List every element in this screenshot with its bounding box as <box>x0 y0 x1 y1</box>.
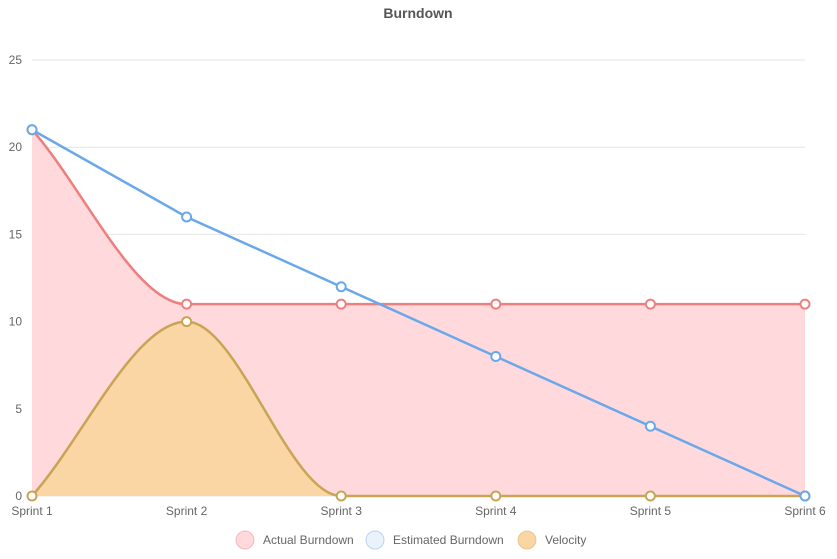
y-tick-label: 25 <box>9 53 23 67</box>
y-tick-label: 0 <box>15 489 22 503</box>
legend-item-velocity[interactable]: Velocity <box>517 530 586 550</box>
x-tick-label: Sprint 4 <box>475 504 517 518</box>
estimated-burndown-point[interactable] <box>490 350 502 362</box>
legend-swatch <box>517 530 537 550</box>
velocity-point[interactable] <box>181 316 193 328</box>
velocity-point[interactable] <box>644 490 656 502</box>
actual-burndown-point[interactable] <box>490 298 502 310</box>
legend-swatch <box>365 530 385 550</box>
actual-burndown-line <box>31 128 805 306</box>
estimated-burndown-point[interactable] <box>181 211 193 223</box>
velocity-point[interactable] <box>335 490 347 502</box>
x-tick-label: Sprint 6 <box>784 504 826 518</box>
legend: Actual Burndown Estimated Burndown Velocit… <box>235 530 586 550</box>
x-axis: Sprint 1 Sprint 2 Sprint 3 Sprint 4 Sprint 5… <box>11 504 826 518</box>
x-tick-label: Sprint 2 <box>166 504 208 518</box>
velocity-point[interactable] <box>490 490 502 502</box>
velocity-point[interactable] <box>26 490 38 502</box>
estimated-burndown-point[interactable] <box>644 420 656 432</box>
x-tick-label: Sprint 1 <box>11 504 53 518</box>
estimated-burndown-point[interactable] <box>26 124 38 136</box>
estimated-burndown-point[interactable] <box>335 281 347 293</box>
y-tick-label: 15 <box>9 227 23 241</box>
actual-burndown-point[interactable] <box>644 298 656 310</box>
actual-burndown-point[interactable] <box>799 298 811 310</box>
actual-burndown-point[interactable] <box>335 298 347 310</box>
estimated-burndown-point[interactable] <box>799 490 811 502</box>
legend-label: Actual Burndown <box>263 533 354 547</box>
legend-label: Estimated Burndown <box>393 533 504 547</box>
y-tick-label: 10 <box>9 315 23 329</box>
estimated-burndown-line <box>31 128 806 498</box>
series-layer <box>26 124 811 502</box>
actual-burndown-point[interactable] <box>181 298 193 310</box>
y-axis: 0 5 10 15 20 25 <box>9 53 23 503</box>
legend-swatch <box>235 530 255 550</box>
chart-title: Burndown <box>383 5 452 21</box>
legend-item-estimated-burndown[interactable]: Estimated Burndown <box>365 530 504 550</box>
y-tick-label: 20 <box>9 140 23 154</box>
legend-label: Velocity <box>545 533 586 547</box>
x-tick-label: Sprint 5 <box>630 504 672 518</box>
y-tick-label: 5 <box>15 402 22 416</box>
x-tick-label: Sprint 3 <box>321 504 363 518</box>
velocity-area <box>32 321 805 496</box>
legend-item-actual-burndown[interactable]: Actual Burndown <box>235 530 354 550</box>
